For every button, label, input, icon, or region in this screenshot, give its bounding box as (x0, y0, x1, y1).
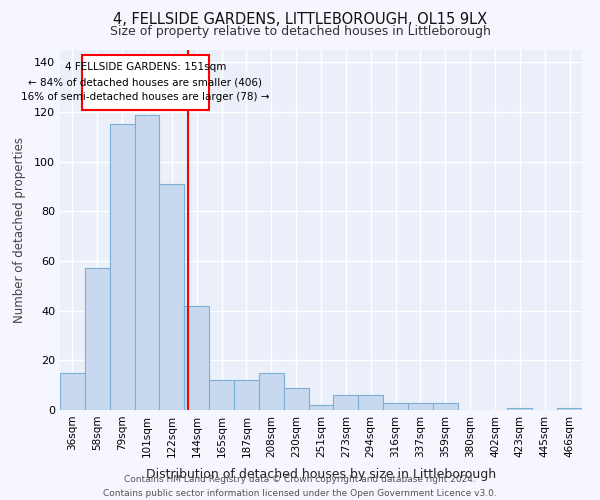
Bar (284, 388, 308, 410)
Bar (433, 402, 458, 410)
Bar (334, 395, 358, 410)
Bar (209, 380, 234, 410)
Bar (358, 395, 383, 410)
Y-axis label: Number of detached properties: Number of detached properties (13, 137, 26, 323)
Bar (259, 373, 284, 410)
Text: Size of property relative to detached houses in Littleborough: Size of property relative to detached ho… (110, 25, 490, 38)
Text: 4 FELLSIDE GARDENS: 151sqm
← 84% of detached houses are smaller (406)
16% of sem: 4 FELLSIDE GARDENS: 151sqm ← 84% of deta… (21, 62, 269, 102)
Bar (85, 268, 110, 410)
Bar (308, 405, 334, 410)
FancyBboxPatch shape (82, 55, 209, 110)
Bar (234, 380, 259, 410)
Bar (557, 408, 582, 410)
Bar (60, 373, 85, 410)
Text: 4, FELLSIDE GARDENS, LITTLEBOROUGH, OL15 9LX: 4, FELLSIDE GARDENS, LITTLEBOROUGH, OL15… (113, 12, 487, 28)
Bar (110, 124, 134, 410)
Bar (383, 402, 408, 410)
Bar (184, 306, 209, 410)
Bar (134, 114, 160, 410)
Text: Contains HM Land Registry data © Crown copyright and database right 2024.
Contai: Contains HM Land Registry data © Crown c… (103, 476, 497, 498)
X-axis label: Distribution of detached houses by size in Littleborough: Distribution of detached houses by size … (146, 468, 496, 481)
Bar (408, 402, 433, 410)
Bar (508, 408, 532, 410)
Bar (160, 184, 184, 410)
